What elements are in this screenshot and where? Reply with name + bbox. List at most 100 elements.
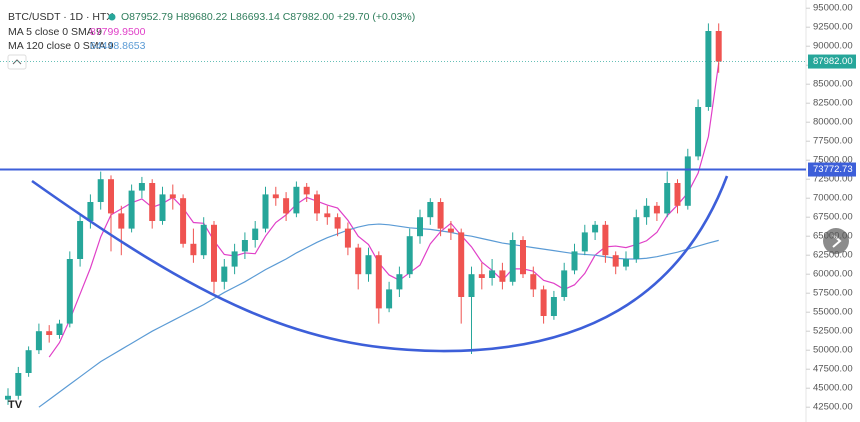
candle-body	[571, 251, 578, 271]
candle-body	[715, 31, 722, 62]
y-tick-label: 70000.00	[813, 193, 853, 204]
last-price-label: 87982.00	[813, 56, 853, 67]
candle-body	[633, 217, 640, 259]
candle-body	[97, 179, 104, 202]
y-tick-label: 45000.00	[813, 383, 853, 394]
y-tick-label: 52500.00	[813, 326, 853, 337]
candle-body	[550, 297, 557, 316]
status-dot	[108, 13, 116, 21]
y-tick-label: 62500.00	[813, 250, 853, 261]
y-tick-label: 92500.00	[813, 22, 853, 33]
candle-body	[56, 323, 63, 335]
y-tick-label: 67500.00	[813, 212, 853, 223]
cup-drawing	[31, 175, 729, 353]
candle-body	[108, 179, 114, 214]
candle-body	[149, 183, 156, 221]
candle-body	[592, 224, 599, 233]
collapse-button[interactable]	[7, 54, 27, 70]
logo: TV	[8, 399, 23, 411]
candle-body	[653, 205, 660, 214]
candle-body	[540, 289, 547, 316]
candle-body	[458, 232, 465, 297]
candle-body	[489, 270, 496, 278]
y-tick-label: 60000.00	[813, 269, 853, 280]
plot-area	[5, 23, 722, 408]
candle-body	[561, 270, 568, 297]
indicator-name: MA 120 close 0 SMA 9	[8, 40, 114, 52]
indicator-name: MA 5 close 0 SMA 9	[8, 26, 102, 38]
candle-body	[231, 251, 238, 267]
candle-body	[46, 331, 53, 335]
candle-body	[138, 183, 145, 191]
candle-body	[705, 31, 712, 107]
y-tick-label: 77500.00	[813, 136, 853, 147]
candle-body	[386, 289, 393, 309]
candle-body	[427, 202, 434, 218]
collapse-icon	[12, 59, 22, 65]
last-price-box	[808, 54, 856, 69]
candle-body	[283, 198, 290, 214]
y-tick-label: 75000.00	[813, 155, 853, 166]
y-tick-label: 47500.00	[813, 364, 853, 375]
ohlc-readout: O87952.79 H89680.22 L86693.14 C87982.00 …	[121, 11, 415, 23]
candle-body	[169, 194, 176, 199]
candle-body	[664, 183, 671, 214]
y-tick-label: 72500.00	[813, 174, 853, 185]
candle-body	[314, 194, 320, 214]
candle-body	[447, 228, 454, 233]
candle-body	[190, 243, 197, 256]
indicator-value: 64448.8653	[90, 40, 146, 52]
level-label-box	[808, 162, 856, 177]
candle-body	[15, 373, 22, 396]
candle-body	[468, 274, 475, 297]
candle-body	[643, 205, 650, 218]
candle-body	[674, 183, 681, 206]
candle-body	[5, 395, 11, 400]
candle-body	[375, 255, 382, 309]
candle-body	[365, 255, 372, 275]
candle-body	[77, 221, 84, 259]
candle-body	[128, 190, 135, 229]
candle-body	[241, 240, 248, 252]
candle-body	[623, 259, 629, 267]
indicator-value: 87799.9500	[90, 26, 146, 38]
candle-body	[66, 259, 73, 324]
level-label: 73772.73	[813, 164, 853, 175]
candle-body	[478, 274, 485, 278]
y-tick-label: 90000.00	[813, 41, 853, 52]
candle-body	[684, 156, 691, 206]
candle-body	[509, 240, 516, 282]
candle-body	[520, 240, 526, 275]
candle-body	[159, 194, 166, 221]
candle-body	[417, 217, 423, 237]
scroll-icon	[832, 234, 842, 248]
candle-body	[118, 213, 125, 229]
y-tick-label: 65000.00	[813, 231, 853, 242]
candle-body	[293, 186, 300, 214]
symbol-title: BTC/USDT · 1D · HTX	[8, 11, 113, 23]
candle-body	[581, 232, 588, 252]
candle-body	[25, 350, 32, 373]
candle-body	[695, 107, 702, 157]
candle-body	[35, 331, 42, 351]
candle-body	[272, 194, 279, 199]
candle-body	[252, 228, 259, 240]
scroll-button[interactable]	[823, 228, 849, 254]
candle-body	[200, 224, 207, 256]
y-tick-label: 95000.00	[813, 3, 853, 14]
y-tick-label: 57500.00	[813, 288, 853, 299]
candle-body	[355, 247, 362, 275]
y-tick-label: 55000.00	[813, 307, 853, 318]
y-tick-label: 80000.00	[813, 117, 853, 128]
candle-body	[396, 274, 403, 290]
candle-body	[602, 224, 609, 256]
candle-body	[530, 274, 537, 290]
y-tick-label: 42500.00	[813, 402, 853, 413]
candle-body	[437, 202, 444, 229]
candle-body	[344, 228, 351, 248]
y-tick-label: 50000.00	[813, 345, 853, 356]
candle-body	[612, 255, 619, 267]
candle-body	[180, 198, 187, 244]
candle-body	[221, 266, 228, 282]
